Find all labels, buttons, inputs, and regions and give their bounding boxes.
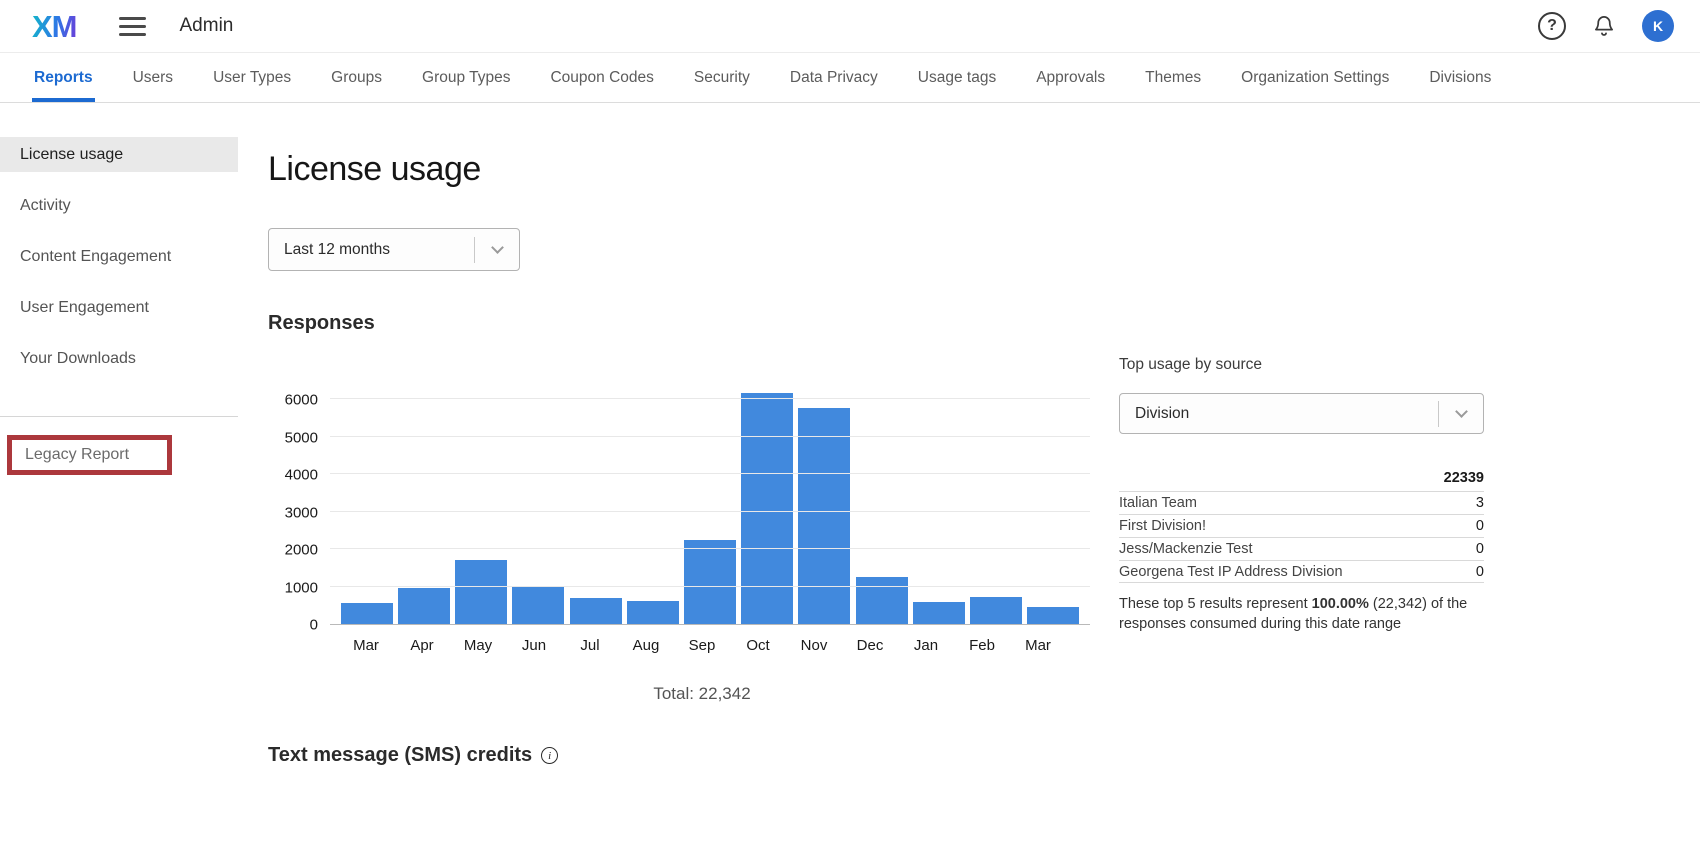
x-tick-label: Sep (688, 637, 716, 654)
tab-data-privacy[interactable]: Data Privacy (789, 68, 878, 86)
usage-row-total: 22339 (1443, 470, 1484, 486)
tab-coupon-codes[interactable]: Coupon Codes (550, 68, 654, 86)
usage-row-first-division: First Division! 0 (1119, 514, 1484, 537)
tab-approvals[interactable]: Approvals (1036, 68, 1106, 86)
responses-heading: Responses (268, 312, 375, 334)
bar-jun-3 (512, 585, 565, 624)
sidebar-item-license-usage[interactable]: License usage (0, 137, 238, 172)
top-header-bar: XM Admin ? K (0, 0, 1700, 53)
y-tick-label: 1000 (284, 579, 318, 596)
gridline (330, 398, 1090, 399)
x-tick-label: Apr (410, 637, 434, 654)
tab-themes[interactable]: Themes (1145, 68, 1202, 86)
tab-group-types[interactable]: Group Types (422, 68, 511, 86)
tab-reports[interactable]: Reports (14, 53, 113, 102)
y-tick-label: 0 (309, 616, 318, 634)
top-usage-table: 22339 Italian Team 3 First Division! 0 Jess/M… (1119, 465, 1484, 583)
bar-apr-1 (397, 588, 450, 624)
user-avatar[interactable]: K (1642, 10, 1674, 42)
tab-usage-tags[interactable]: Usage tags (917, 68, 997, 86)
bar-nov-8 (798, 408, 851, 624)
tab-user-types[interactable]: User Types (213, 68, 292, 86)
top-usage-note: These top 5 results represent 100.00% (2… (1119, 596, 1468, 632)
bar-mar-12 (1027, 607, 1080, 624)
gridline (330, 585, 1090, 587)
sms-credits-heading: Text message (SMS) credits i (268, 744, 1700, 767)
bar-feb-11 (970, 597, 1023, 624)
x-tick-label: Mar (353, 637, 379, 654)
x-tick-label: May (463, 637, 493, 654)
bar-aug-5 (626, 600, 679, 624)
sidebar-item-your-downloads[interactable]: Your Downloads (20, 349, 136, 367)
chart-total: Total: 22,342 (653, 684, 751, 703)
y-tick-label: 5000 (284, 429, 318, 446)
chart-plot-area (330, 385, 1090, 625)
responses-bar-chart: 0 1000 2000 3000 4000 5000 6000 Mar Apr May Jun Ju… (268, 335, 1090, 704)
usage-source-value: Division (1135, 404, 1190, 422)
y-tick-label: 4000 (284, 466, 318, 484)
x-tick-label: Oct (746, 637, 770, 654)
gridline (330, 548, 1090, 549)
bar-sep-6 (684, 539, 737, 624)
y-tick-label: 6000 (284, 391, 318, 409)
admin-nav-tabs: Reports Users User Types Groups Group Types C… (0, 53, 1700, 103)
page-title: License usage (268, 150, 481, 188)
sidebar-item-user-engagement[interactable]: User Engagement (20, 298, 149, 316)
sidebar-item-content-engagement[interactable]: Content Engagement (20, 247, 172, 265)
hamburger-menu-icon[interactable] (118, 12, 146, 41)
tab-divisions[interactable]: Divisions (1429, 68, 1492, 86)
reports-sidebar: License usage Activity Content Engagement U… (0, 103, 238, 850)
main-content: License usage Last 12 months Responses 0… (238, 103, 1700, 850)
info-icon[interactable]: i (541, 747, 559, 764)
date-range-value: Last 12 months (284, 240, 390, 258)
sidebar-divider (0, 416, 238, 417)
y-tick-label: 3000 (284, 504, 318, 521)
xm-logo[interactable]: XM (32, 8, 77, 44)
x-tick-label: Aug (632, 637, 660, 654)
usage-source-dropdown[interactable]: Division (1119, 393, 1484, 434)
x-tick-label: Jan (913, 637, 939, 654)
usage-row-jess-mackenzie-test: Jess/Mackenzie Test 0 (1119, 537, 1484, 560)
chevron-down-icon (1439, 405, 1483, 418)
help-icon[interactable]: ? (1538, 12, 1566, 40)
chart-x-axis: Mar Apr May Jun Jul Aug Sep Oct Nov Dec Jan Feb Mar (330, 637, 1074, 654)
notifications-bell-icon[interactable] (1590, 12, 1618, 40)
tab-groups[interactable]: Groups (331, 68, 383, 86)
tab-users[interactable]: Users (132, 68, 174, 86)
tab-organization-settings[interactable]: Organization Settings (1241, 68, 1390, 86)
bar-dec-9 (855, 576, 908, 624)
bar-jan-10 (912, 601, 965, 624)
usage-row-italian-team: Italian Team 3 (1119, 491, 1484, 514)
top-usage-panel: Top usage by source Division 22339 Italia… (1119, 335, 1484, 634)
bar-jul-4 (569, 597, 622, 624)
x-tick-label: Feb (969, 637, 995, 654)
gridline (330, 435, 1090, 437)
sidebar-item-legacy-report[interactable]: Legacy Report (7, 435, 172, 475)
top-usage-heading: Top usage by source (1119, 356, 1263, 373)
x-tick-label: Mar (1025, 637, 1051, 654)
bar-oct-7 (741, 393, 794, 624)
gridline (330, 510, 1090, 512)
sidebar-item-activity[interactable]: Activity (20, 196, 71, 214)
chevron-down-icon (475, 241, 519, 254)
x-tick-label: Jun (521, 637, 547, 654)
bar-may-2 (455, 560, 508, 624)
date-range-dropdown[interactable]: Last 12 months (268, 228, 520, 271)
bar-mar-0 (340, 603, 393, 624)
app-title: Admin (179, 15, 234, 36)
x-tick-label: Nov (800, 637, 828, 654)
x-tick-label: Jul (580, 637, 600, 654)
usage-row-georgena-test-ip-address-division: Georgena Test IP Address Division 0 (1119, 560, 1484, 583)
x-tick-label: Dec (856, 637, 884, 654)
y-tick-label: 2000 (284, 541, 318, 559)
tab-security[interactable]: Security (693, 68, 750, 86)
chart-y-axis: 0 1000 2000 3000 4000 5000 6000 (268, 385, 330, 634)
gridline (330, 473, 1090, 474)
